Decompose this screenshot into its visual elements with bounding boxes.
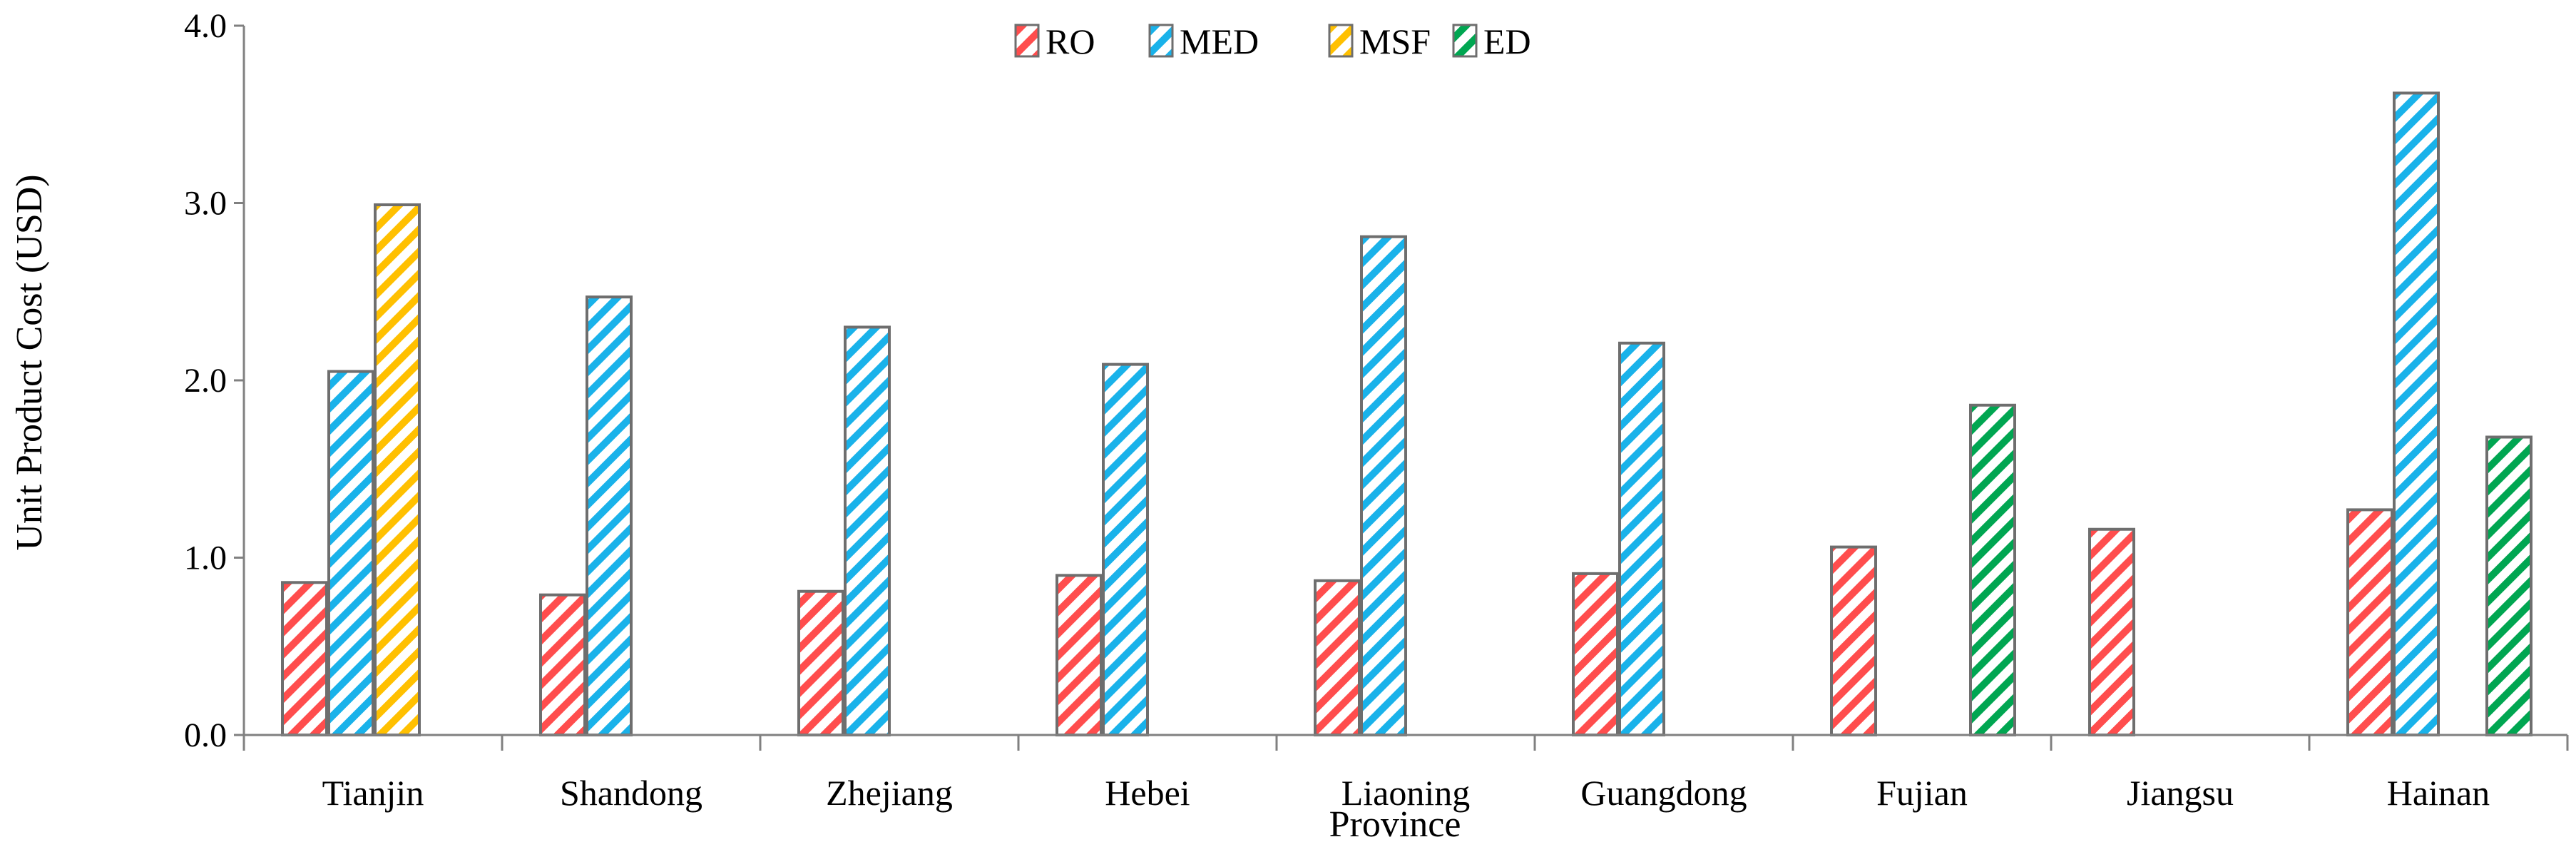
bar-ro-zhejiang [797,589,844,737]
bar-ro-hainan [2346,508,2393,737]
legend-swatch-msf [1328,24,1354,58]
x-tick-label-guangdong: Guangdong [1580,773,1747,813]
x-tick-label-tianjin: Tianjin [322,773,424,813]
legend-swatch-ed [1452,24,1478,58]
bar-msf-tianjin [374,203,421,736]
bar-ro-jiangsu [2088,527,2135,736]
bars-group [281,91,2532,737]
bar-ro-fujian [1830,545,1877,737]
bar-med-hainan [2393,91,2440,736]
y-tick-label: 4.0 [184,7,227,45]
bar-med-guangdong [1618,341,1665,736]
x-tick-label-fujian: Fujian [1876,773,1968,813]
x-tick-label-jiangsu: Jiangsu [2127,773,2234,813]
bar-ro-liaoning [1314,579,1361,736]
y-tick-label: 2.0 [184,362,227,400]
x-tick-label-liaoning: Liaoning [1341,773,1471,813]
bar-ed-fujian [1969,403,2016,736]
bar-ro-guangdong [1572,572,1619,736]
legend-label-ed: ED [1483,21,1531,61]
x-tick-label-hebei: Hebei [1105,773,1190,813]
y-tick-label: 3.0 [184,185,227,223]
legend-label-msf: MSF [1359,21,1431,61]
y-axis-label: Unit Product Cost (USD) [9,174,50,550]
bar-med-tianjin [327,370,374,736]
bar-med-liaoning [1360,235,1407,736]
x-tick-label-hainan: Hainan [2387,773,2490,813]
y-tick-label: 1.0 [184,539,227,577]
bar-med-zhejiang [844,325,891,736]
legend-label-med: MED [1180,21,1259,61]
bar-med-shandong [586,295,633,736]
bar-ro-shandong [539,593,586,736]
bar-ro-tianjin [281,581,328,736]
y-tick-label: 0.0 [184,716,227,754]
legend-swatch-med [1148,24,1174,58]
axes-group: 0.0 1.0 2.0 3.0 4.0 Tianjin Shandong Zhejiang He… [184,7,2569,845]
legend-label-ro: RO [1046,21,1095,61]
x-axis-label: Province [1329,804,1461,845]
legend: RO MED MSF ED [1014,21,1531,61]
bar-med-hebei [1102,362,1149,736]
bar-ed-hainan [2485,435,2532,737]
x-tick-label-shandong: Shandong [560,773,702,813]
bar-ro-hebei [1056,574,1103,736]
x-tick-label-zhejiang: Zhejiang [826,773,953,813]
legend-swatch-ro [1014,24,1040,58]
